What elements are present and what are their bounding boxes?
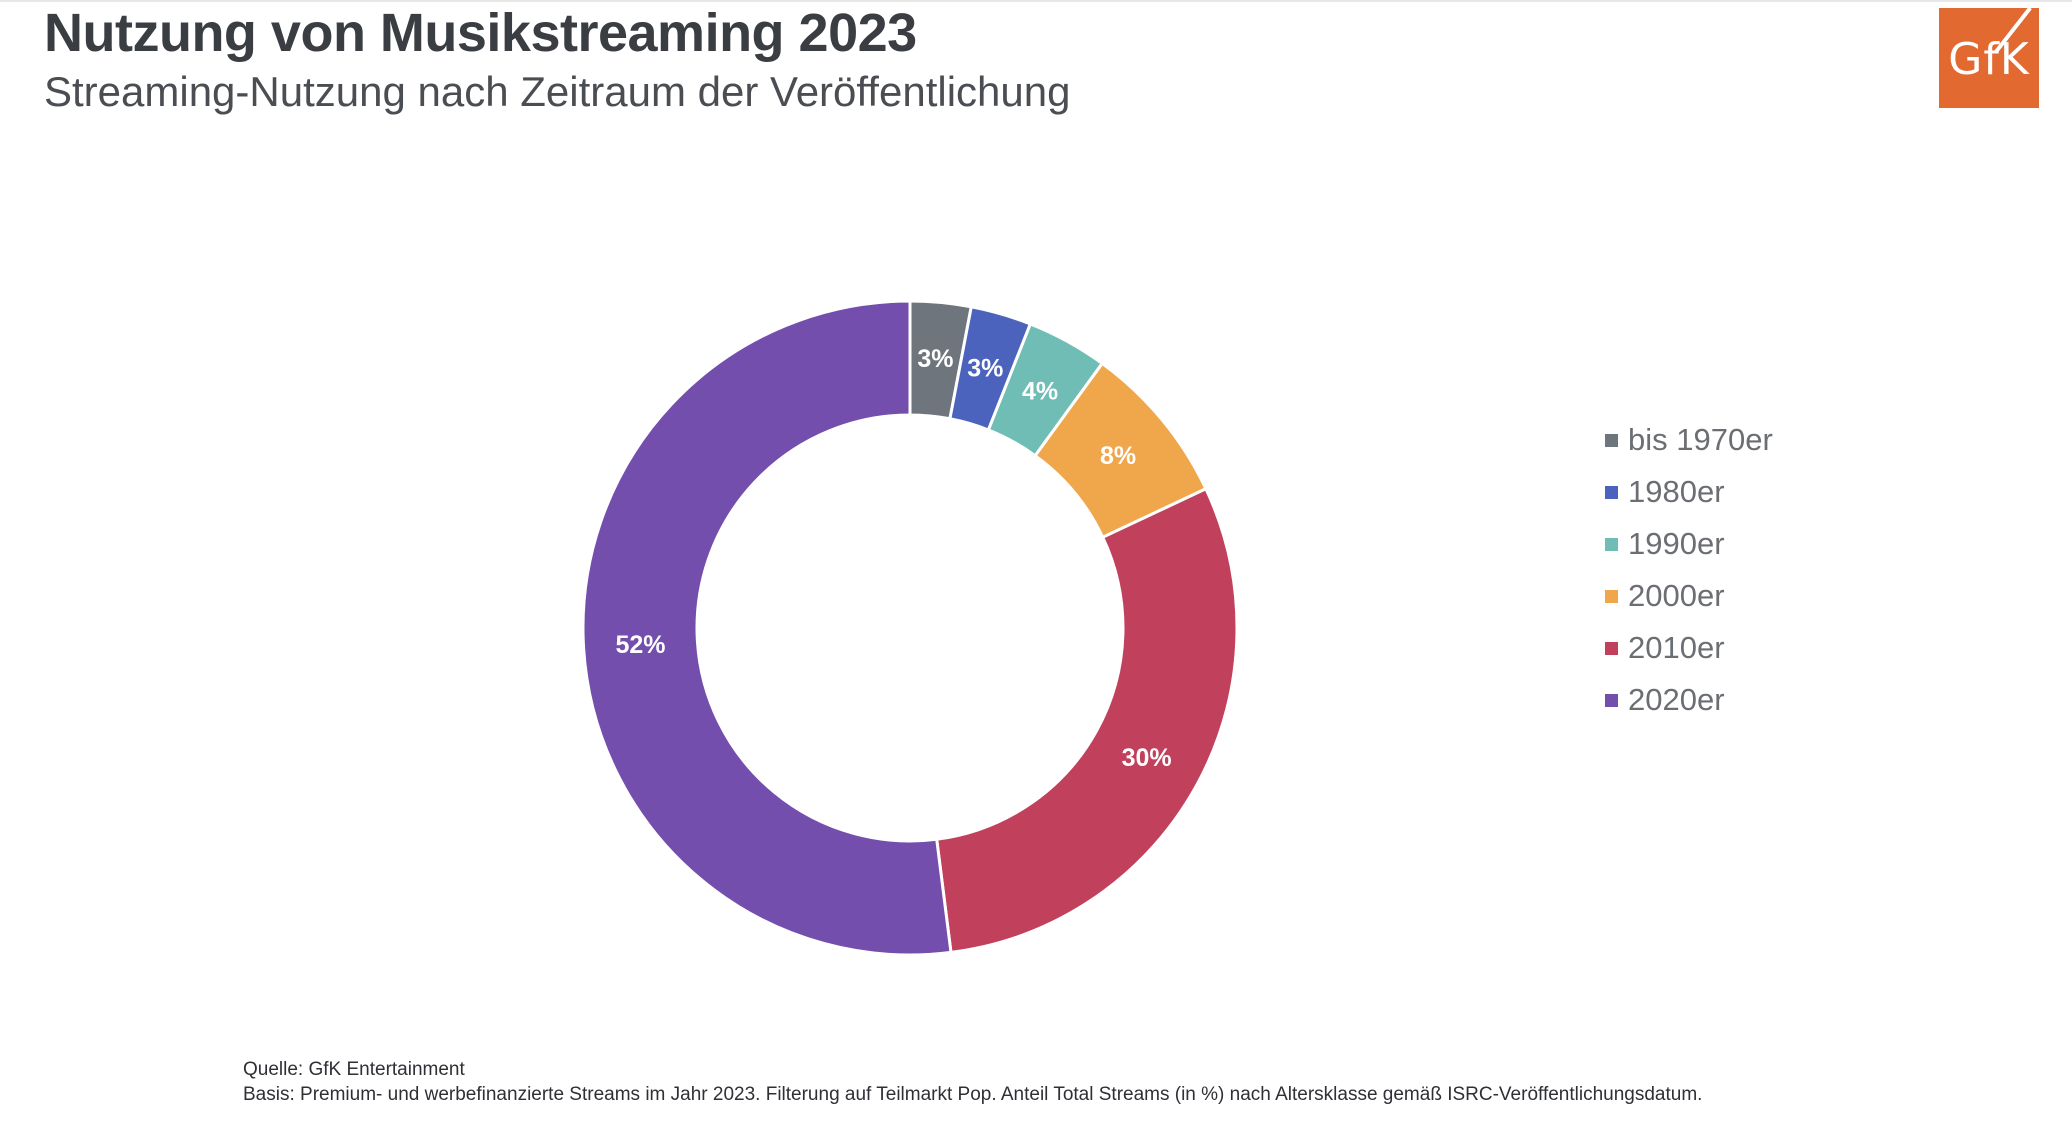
legend-label: 1990er — [1628, 526, 1725, 561]
slice-label-2010er: 30% — [1122, 744, 1172, 772]
gfk-logo-text: GfK — [1948, 34, 2030, 85]
legend-label: 2020er — [1628, 682, 1725, 717]
legend-swatch — [1605, 485, 1618, 499]
slice-label-1980er: 3% — [967, 355, 1003, 383]
page-subtitle: Streaming-Nutzung nach Zeitraum der Verö… — [44, 68, 1071, 115]
slice-2010er — [935, 486, 1239, 955]
slice-label-1990er: 4% — [1022, 377, 1058, 405]
page-title: Nutzung von Musikstreaming 2023 — [44, 3, 917, 63]
legend-label: bis 1970er — [1628, 422, 1773, 457]
legend-item: 2020er — [1605, 674, 1773, 726]
slice-2020er — [581, 299, 953, 957]
legend-item: 2000er — [1605, 570, 1773, 622]
chart-legend: bis 1970er 1980er 1990er 2000er 2010er 2020er — [1605, 414, 1773, 726]
legend-swatch — [1605, 693, 1618, 707]
legend-swatch — [1605, 589, 1618, 603]
slice-label-2020er: 52% — [616, 631, 666, 659]
legend-swatch — [1605, 641, 1618, 655]
legend-item: 1990er — [1605, 518, 1773, 570]
legend-item: 2010er — [1605, 622, 1773, 674]
slice-label-2000er: 8% — [1100, 442, 1136, 470]
legend-label: 1980er — [1628, 474, 1725, 509]
gfk-logo: GfK — [1939, 8, 2039, 108]
legend-label: 2010er — [1628, 630, 1725, 665]
top-divider — [0, 0, 2072, 2]
legend-swatch — [1605, 433, 1618, 447]
legend-item: 1980er — [1605, 466, 1773, 518]
legend-item: bis 1970er — [1605, 414, 1773, 466]
legend-swatch — [1605, 537, 1618, 551]
basis-note: Basis: Premium- und werbefinanzierte Str… — [243, 1084, 1703, 1105]
slice-label-bis-1970er: 3% — [917, 345, 953, 373]
legend-label: 2000er — [1628, 578, 1725, 613]
source-note: Quelle: GfK Entertainment — [243, 1059, 465, 1080]
donut-chart: 3% 3% 4% 8% 30% 52% — [581, 299, 1239, 957]
